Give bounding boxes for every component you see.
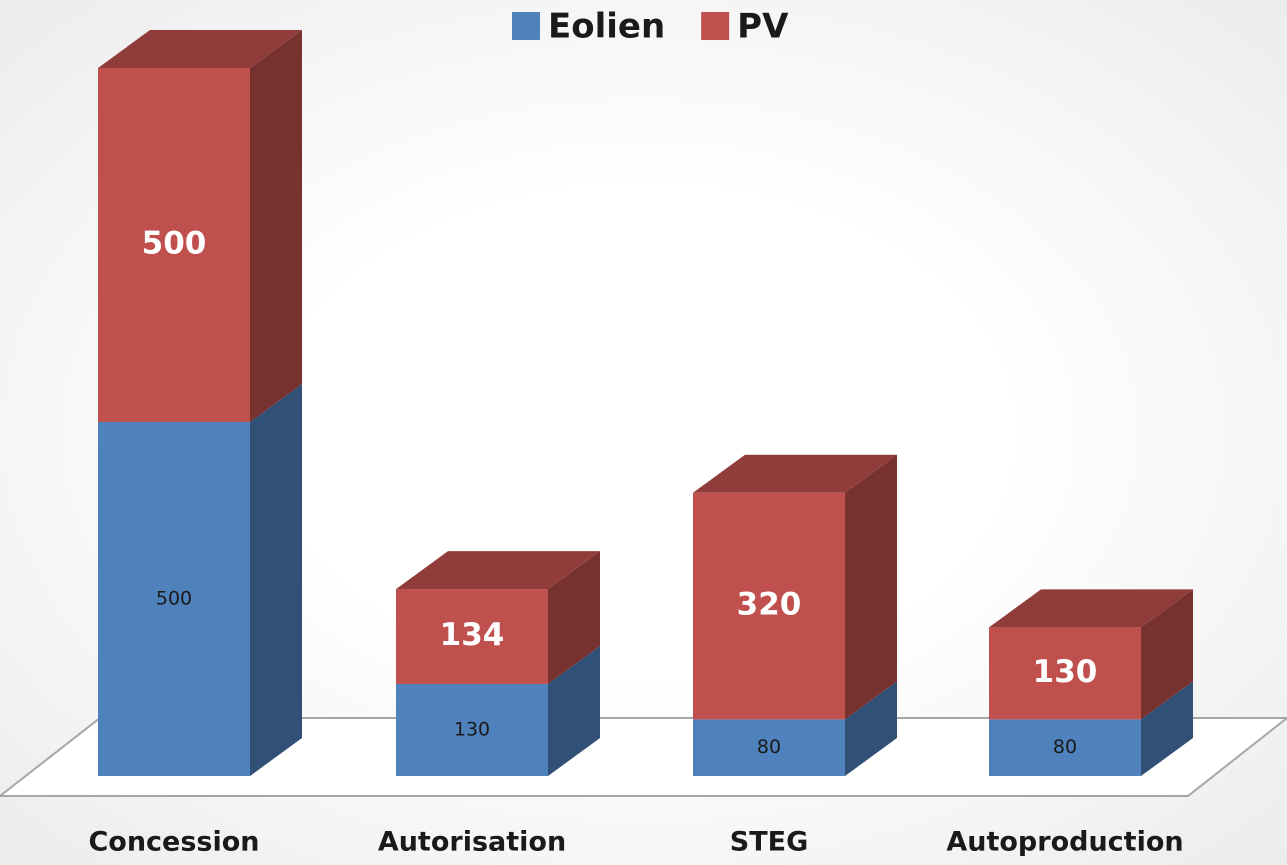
bar-side [548, 551, 600, 684]
data-label: 320 [737, 587, 802, 623]
x-tick-label: Autorisation [378, 827, 566, 858]
bar-front [396, 683, 548, 776]
bar-segment [693, 454, 897, 720]
legend-label: PV [737, 7, 789, 47]
bar-side [548, 645, 600, 776]
bar-front [989, 719, 1141, 776]
bar-top [396, 551, 600, 590]
bar-side [845, 454, 897, 720]
bar-side [845, 681, 897, 776]
data-label: 134 [440, 617, 505, 653]
bar-side [1141, 681, 1193, 776]
bar-top [98, 30, 302, 68]
bar-segment [396, 551, 600, 684]
data-label: 130 [454, 718, 490, 740]
data-label: 500 [156, 588, 192, 610]
bar-segment [98, 30, 302, 422]
bar-side [250, 30, 302, 422]
data-label: 500 [142, 226, 207, 262]
legend-label: Eolien [548, 7, 665, 47]
bar-segment [693, 681, 897, 776]
bar-top [693, 454, 897, 493]
bar-front [98, 68, 250, 422]
data-label: 80 [757, 736, 781, 758]
bar-side [250, 384, 302, 776]
legend-swatch [512, 12, 540, 40]
bar-segment [396, 645, 600, 776]
floor [0, 717, 1287, 797]
bar-segment [989, 681, 1193, 776]
bar-top [989, 589, 1193, 628]
data-label: 80 [1053, 736, 1077, 758]
bar-segment [98, 384, 302, 776]
data-label: 130 [1033, 654, 1098, 690]
bar-segment [989, 589, 1193, 720]
bar-front [98, 422, 250, 776]
x-tick-label: STEG [730, 827, 808, 858]
x-tick-label: Autoproduction [946, 827, 1183, 858]
bar-side [1141, 589, 1193, 720]
x-tick-label: Concession [88, 827, 259, 858]
bar-front [989, 627, 1141, 720]
bar-front [693, 719, 845, 776]
bar-front [693, 492, 845, 720]
legend-swatch [701, 12, 730, 40]
bar-front [396, 589, 548, 684]
